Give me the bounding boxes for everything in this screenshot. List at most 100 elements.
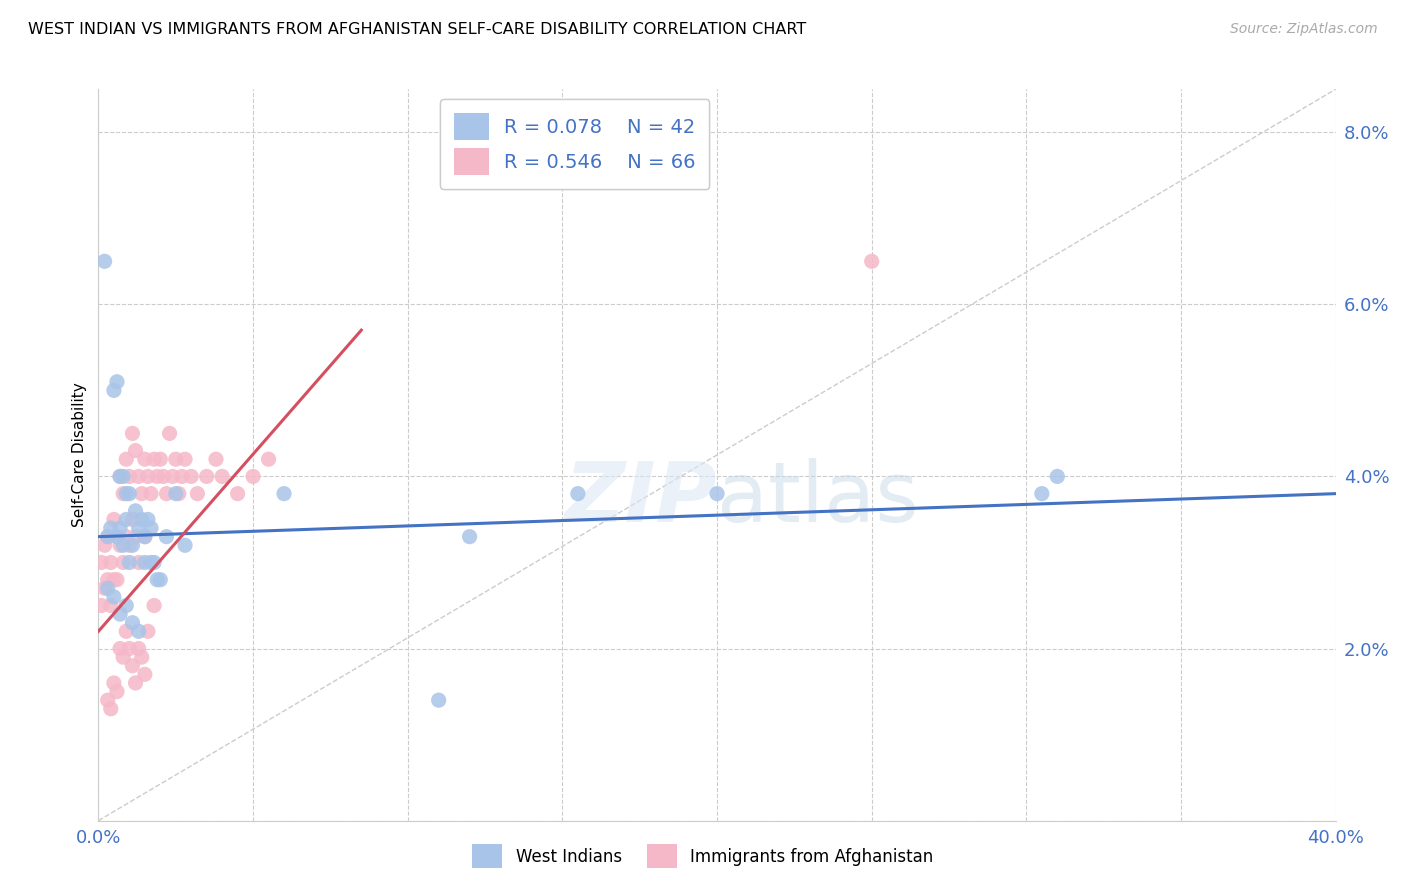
Point [139, 486, 162, 500]
Point [118, 641, 141, 656]
Point [205, 452, 228, 467]
Point [112, 556, 135, 570]
Point [108, 607, 131, 621]
Point [108, 641, 131, 656]
Point [162, 469, 184, 483]
Point [108, 538, 131, 552]
Point [100, 702, 122, 716]
Point [139, 556, 162, 570]
Point [458, 530, 481, 544]
Point [136, 624, 159, 639]
Point [174, 538, 197, 552]
Point [105, 375, 128, 389]
Point [121, 426, 143, 441]
Point [128, 521, 150, 535]
Point [108, 469, 131, 483]
Point [108, 521, 131, 535]
Point [103, 384, 125, 398]
Point [103, 676, 125, 690]
Point [93, 582, 115, 596]
Point [115, 512, 138, 526]
Point [103, 573, 125, 587]
Point [159, 426, 181, 441]
Point [97, 530, 120, 544]
Point [567, 486, 589, 500]
Point [273, 486, 295, 500]
Point [97, 582, 120, 596]
Point [136, 469, 159, 483]
Point [115, 530, 138, 544]
Point [112, 650, 135, 665]
Point [105, 684, 128, 698]
Point [128, 469, 150, 483]
Point [105, 530, 128, 544]
Point [124, 530, 146, 544]
Point [115, 452, 138, 467]
Point [226, 486, 249, 500]
Point [118, 538, 141, 552]
Point [118, 556, 141, 570]
Point [124, 443, 146, 458]
Point [90, 556, 112, 570]
Point [427, 693, 450, 707]
Point [131, 486, 153, 500]
Point [112, 486, 135, 500]
Legend: R = 0.078    N = 42, R = 0.546    N = 66: R = 0.078 N = 42, R = 0.546 N = 66 [440, 99, 710, 189]
Point [118, 486, 141, 500]
Point [242, 469, 264, 483]
Point [146, 573, 169, 587]
Point [165, 452, 187, 467]
Point [115, 624, 138, 639]
Point [105, 530, 128, 544]
Point [115, 486, 138, 500]
Point [97, 693, 120, 707]
Point [143, 599, 166, 613]
Point [93, 538, 115, 552]
Point [100, 556, 122, 570]
Point [121, 538, 143, 552]
Point [128, 624, 150, 639]
Point [97, 573, 120, 587]
Text: ZIP: ZIP [564, 458, 717, 540]
Point [134, 452, 156, 467]
Point [167, 486, 190, 500]
Point [1031, 486, 1053, 500]
Point [170, 469, 193, 483]
Legend: West Indians, Immigrants from Afghanistan: West Indians, Immigrants from Afghanista… [465, 838, 941, 875]
Point [100, 521, 122, 535]
Point [149, 452, 172, 467]
Point [155, 530, 177, 544]
Point [143, 452, 166, 467]
Y-axis label: Self-Care Disability: Self-Care Disability [72, 383, 87, 527]
Point [121, 615, 143, 630]
Text: Source: ZipAtlas.com: Source: ZipAtlas.com [1230, 22, 1378, 37]
Point [1046, 469, 1069, 483]
Text: WEST INDIAN VS IMMIGRANTS FROM AFGHANISTAN SELF-CARE DISABILITY CORRELATION CHAR: WEST INDIAN VS IMMIGRANTS FROM AFGHANIST… [28, 22, 807, 37]
Point [143, 556, 166, 570]
Point [195, 469, 218, 483]
Point [149, 573, 172, 587]
Point [174, 452, 197, 467]
Point [118, 469, 141, 483]
Point [152, 469, 174, 483]
Point [100, 599, 122, 613]
Point [97, 530, 120, 544]
Point [93, 254, 115, 268]
Point [108, 469, 131, 483]
Point [105, 573, 128, 587]
Point [134, 556, 156, 570]
Point [257, 452, 280, 467]
Point [128, 556, 150, 570]
Point [103, 590, 125, 604]
Point [131, 512, 153, 526]
Point [706, 486, 728, 500]
Point [211, 469, 233, 483]
Point [112, 469, 135, 483]
Point [124, 676, 146, 690]
Point [124, 504, 146, 518]
Point [186, 486, 208, 500]
Point [146, 469, 169, 483]
Point [112, 538, 135, 552]
Point [103, 512, 125, 526]
Point [136, 512, 159, 526]
